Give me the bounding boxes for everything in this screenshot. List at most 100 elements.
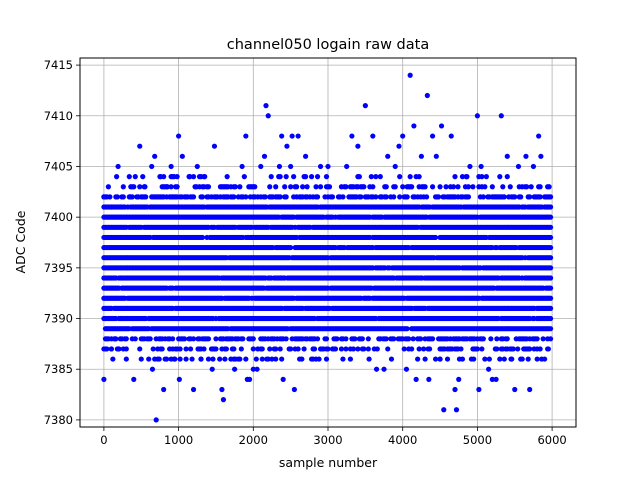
data-point	[108, 346, 114, 352]
data-point	[120, 184, 126, 190]
data-point	[418, 153, 424, 159]
data-point	[494, 336, 500, 342]
data-point	[291, 174, 297, 180]
y-tick-label: 7390	[44, 312, 73, 326]
data-point	[548, 244, 554, 251]
data-point	[500, 184, 506, 190]
data-point	[456, 376, 462, 382]
data-point	[415, 356, 421, 362]
y-tick-label: 7405	[44, 159, 73, 173]
data-point	[277, 194, 283, 200]
data-point	[219, 386, 225, 393]
data-point	[112, 336, 118, 342]
data-point	[314, 174, 321, 180]
data-point	[530, 163, 537, 170]
data-point	[277, 346, 283, 352]
data-point	[187, 174, 193, 180]
data-point	[391, 194, 397, 200]
data-point	[422, 184, 428, 190]
data-point	[365, 336, 371, 342]
data-point	[528, 184, 534, 190]
data-point	[107, 194, 113, 200]
data-point	[243, 194, 249, 200]
data-point	[110, 356, 116, 362]
data-point	[343, 184, 349, 190]
data-point	[137, 143, 143, 149]
data-point	[497, 174, 503, 180]
data-point	[358, 194, 364, 200]
data-point	[329, 194, 336, 200]
data-point	[198, 356, 204, 362]
data-point	[534, 356, 540, 362]
data-point	[362, 103, 368, 109]
data-point	[168, 163, 174, 170]
data-point	[238, 346, 244, 352]
x-tick-label: 3000	[313, 433, 342, 447]
data-point	[497, 356, 503, 362]
data-point	[137, 346, 143, 352]
data-point	[400, 133, 406, 139]
data-point	[123, 356, 129, 362]
data-point	[504, 174, 510, 180]
data-point	[545, 346, 551, 352]
data-point	[149, 163, 155, 170]
data-point	[432, 234, 439, 241]
data-point	[377, 174, 383, 180]
data-point	[527, 386, 533, 393]
data-point	[465, 184, 472, 190]
data-point	[538, 153, 544, 159]
data-point	[437, 184, 443, 190]
data-point	[183, 356, 189, 362]
data-point	[392, 163, 398, 170]
data-point	[201, 346, 207, 352]
data-point	[356, 174, 362, 180]
data-point	[155, 356, 161, 362]
data-point	[277, 174, 283, 180]
data-point	[127, 194, 133, 200]
data-point	[418, 336, 424, 342]
data-point	[416, 346, 422, 352]
data-point	[213, 336, 219, 342]
data-point	[250, 366, 256, 372]
x-tick-label: 6000	[537, 433, 566, 447]
data-point	[317, 163, 324, 170]
data-point	[355, 346, 361, 352]
data-point	[401, 346, 407, 352]
data-point	[228, 356, 234, 362]
data-point	[301, 346, 307, 352]
data-point	[181, 336, 188, 342]
data-point	[392, 184, 398, 190]
x-tick-label: 4000	[388, 433, 417, 447]
data-point	[365, 346, 371, 352]
data-point	[361, 184, 367, 190]
data-point	[504, 153, 510, 159]
data-point	[288, 346, 294, 352]
data-point	[368, 174, 374, 180]
data-point	[174, 174, 180, 180]
data-point	[205, 336, 212, 342]
data-point	[396, 143, 402, 149]
data-point	[267, 184, 273, 190]
data-point	[190, 174, 197, 180]
data-point	[373, 194, 379, 200]
data-point	[467, 163, 473, 170]
data-point	[432, 356, 439, 362]
data-point	[172, 356, 178, 362]
data-point	[222, 356, 228, 362]
data-point	[407, 72, 413, 78]
data-point	[343, 346, 349, 352]
data-point	[115, 163, 121, 170]
data-point	[224, 174, 230, 180]
data-point	[152, 153, 158, 159]
data-point	[199, 234, 206, 241]
y-tick-label: 7410	[44, 109, 73, 123]
data-point	[231, 346, 237, 352]
data-point	[479, 346, 485, 352]
data-point	[455, 184, 461, 190]
data-point	[465, 194, 472, 200]
data-point	[350, 346, 356, 352]
data-point	[232, 366, 238, 372]
data-point	[483, 174, 489, 180]
data-point	[498, 113, 504, 119]
